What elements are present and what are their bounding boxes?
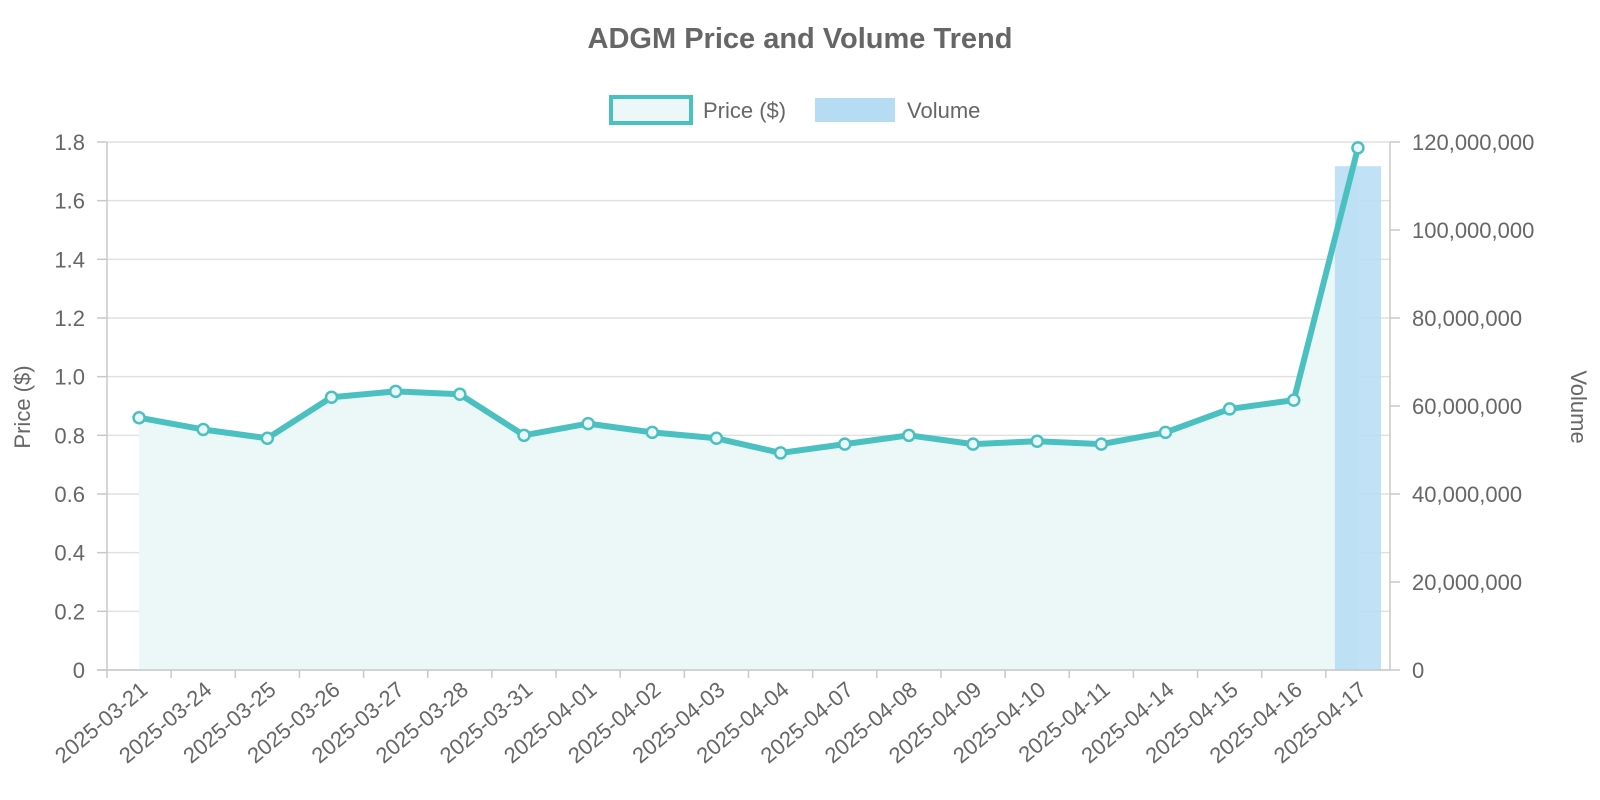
price-point[interactable]: [517, 428, 531, 443]
y-right-tick-label: 100,000,000: [1412, 218, 1534, 243]
y-right-tick-label: 20,000,000: [1412, 570, 1522, 595]
y-left-tick-label: 1.6: [54, 189, 85, 214]
y-right-tick-label: 40,000,000: [1412, 482, 1522, 507]
price-point[interactable]: [581, 416, 595, 431]
y-left-tick-label: 0.4: [54, 541, 85, 566]
x-tick-labels: 2025-03-212025-03-242025-03-252025-03-26…: [50, 677, 1371, 768]
y-left-tick-label: 0.2: [54, 599, 85, 624]
legend-swatch-price: [609, 95, 693, 125]
y-right-tick-labels: 0 20,000,000 40,000,000 60,000,000 80,000,00…: [1412, 130, 1534, 683]
price-point[interactable]: [453, 387, 467, 402]
price-point[interactable]: [1222, 402, 1237, 416]
y-left-axis-title: Price ($): [10, 365, 35, 448]
price-point[interactable]: [132, 410, 146, 425]
price-point[interactable]: [324, 390, 339, 404]
price-area-fill: [139, 147, 1358, 670]
price-point[interactable]: [388, 384, 403, 399]
legend-label-volume: Volume: [907, 98, 980, 123]
legend-label-price: Price ($): [703, 98, 786, 123]
price-line-path: [136, 144, 1361, 456]
volume-bars: [1334, 166, 1382, 670]
price-points: [132, 141, 1365, 460]
axes: [97, 141, 1400, 678]
price-point[interactable]: [1030, 434, 1044, 448]
price-point[interactable]: [1351, 141, 1365, 155]
price-line: [136, 144, 1361, 456]
y-right-tick-label: 80,000,000: [1412, 306, 1522, 331]
price-point[interactable]: [1158, 425, 1173, 440]
y-left-tick-label: 1.8: [54, 130, 85, 155]
y-left-tick-label: 0.6: [54, 482, 85, 507]
legend-item-volume[interactable]: Volume: [815, 98, 980, 123]
price-point[interactable]: [1287, 393, 1301, 407]
legend-swatch-volume: [815, 98, 895, 122]
price-point[interactable]: [902, 428, 916, 443]
chart-title: ADGM Price and Volume Trend: [588, 23, 1013, 55]
y-left-tick-label: 0.8: [54, 423, 85, 448]
price-point[interactable]: [837, 437, 852, 451]
y-left-tick-labels: 0 0.2 0.4 0.6 0.8 1.0 1.2 1.4 1.6 1.8: [54, 130, 85, 683]
price-point[interactable]: [196, 422, 210, 437]
price-point[interactable]: [966, 437, 980, 451]
y-left-tick-label: 1.2: [54, 306, 85, 331]
legend: Price ($) Volume: [609, 95, 980, 125]
price-point[interactable]: [709, 431, 724, 446]
y-right-tick-label: 60,000,000: [1412, 394, 1522, 419]
y-left-tick-label: 0: [73, 658, 85, 683]
price-area: [139, 147, 1358, 670]
y-right-axis-title: Volume: [1566, 370, 1591, 443]
volume-bar[interactable]: [1334, 166, 1382, 670]
price-point[interactable]: [645, 425, 660, 440]
legend-item-price[interactable]: Price ($): [609, 95, 786, 125]
price-point[interactable]: [260, 431, 275, 446]
y-right-tick-label: 120,000,000: [1412, 130, 1534, 155]
price-point[interactable]: [773, 446, 788, 460]
y-left-tick-label: 1.0: [54, 365, 85, 390]
y-right-tick-label: 0: [1412, 658, 1424, 683]
price-point[interactable]: [1094, 437, 1109, 451]
y-left-tick-label: 1.4: [54, 247, 85, 272]
